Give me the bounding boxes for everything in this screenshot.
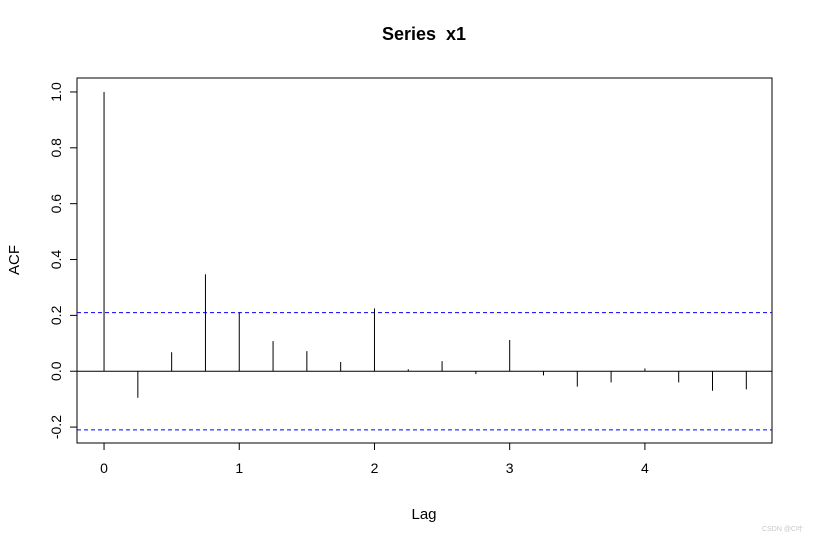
y-tick-label: 0.6 — [48, 194, 64, 214]
x-tick-label: 4 — [641, 460, 649, 476]
x-tick-label: 2 — [371, 460, 379, 476]
x-axis-label: Lag — [411, 506, 436, 523]
y-tick-label: 0.4 — [48, 250, 64, 270]
y-tick-label: 0.8 — [48, 138, 64, 158]
y-axis-label: ACF — [6, 245, 23, 275]
y-tick-label: 0.0 — [48, 361, 64, 381]
x-tick-label: 3 — [506, 460, 514, 476]
plot-frame — [76, 77, 773, 444]
y-tick-label: 0.2 — [48, 305, 64, 325]
y-tick-label: 1.0 — [48, 82, 64, 102]
x-tick-label: 0 — [100, 460, 108, 476]
y-tick-label: -0.2 — [48, 415, 64, 439]
chart-title: Series x1 — [382, 24, 466, 44]
x-tick-label: 1 — [235, 460, 243, 476]
watermark: CSDN @C叶 — [762, 526, 803, 533]
